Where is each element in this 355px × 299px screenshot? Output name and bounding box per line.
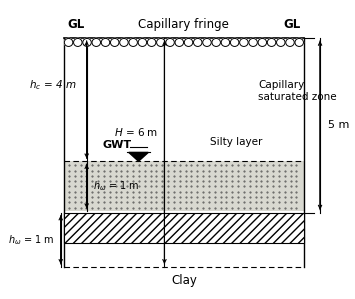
Ellipse shape xyxy=(157,39,165,46)
Text: GL: GL xyxy=(67,18,84,31)
Ellipse shape xyxy=(92,39,100,46)
Text: $\mathit{H}$ = 6 m: $\mathit{H}$ = 6 m xyxy=(114,126,158,138)
Ellipse shape xyxy=(83,39,91,46)
Text: Capillary
saturated zone: Capillary saturated zone xyxy=(258,80,337,102)
Ellipse shape xyxy=(221,39,230,46)
Ellipse shape xyxy=(267,39,276,46)
Ellipse shape xyxy=(175,39,184,46)
Ellipse shape xyxy=(258,39,267,46)
Ellipse shape xyxy=(120,39,128,46)
Text: $h_c$ = 4 m: $h_c$ = 4 m xyxy=(29,78,77,92)
Ellipse shape xyxy=(295,39,304,46)
Text: $h_{\omega}$ = 1 m: $h_{\omega}$ = 1 m xyxy=(8,233,54,247)
Ellipse shape xyxy=(212,39,220,46)
Ellipse shape xyxy=(184,39,193,46)
Polygon shape xyxy=(129,152,148,161)
Ellipse shape xyxy=(203,39,211,46)
Ellipse shape xyxy=(110,39,119,46)
Ellipse shape xyxy=(240,39,248,46)
Ellipse shape xyxy=(73,39,82,46)
Ellipse shape xyxy=(166,39,174,46)
Text: Silty layer: Silty layer xyxy=(210,137,262,147)
Ellipse shape xyxy=(129,39,137,46)
Ellipse shape xyxy=(286,39,294,46)
Bar xyxy=(64,213,304,243)
Text: 5 m: 5 m xyxy=(328,120,350,130)
Text: Clay: Clay xyxy=(171,274,197,286)
Ellipse shape xyxy=(193,39,202,46)
Text: GL: GL xyxy=(283,18,301,31)
Ellipse shape xyxy=(101,39,110,46)
Ellipse shape xyxy=(277,39,285,46)
Bar xyxy=(64,161,304,211)
Ellipse shape xyxy=(64,39,73,46)
Ellipse shape xyxy=(249,39,257,46)
Ellipse shape xyxy=(138,39,147,46)
Text: $h_{\omega}$ = 1 m: $h_{\omega}$ = 1 m xyxy=(93,179,140,193)
Ellipse shape xyxy=(230,39,239,46)
Ellipse shape xyxy=(147,39,156,46)
Text: Capillary fringe: Capillary fringe xyxy=(138,18,229,31)
Text: GWT: GWT xyxy=(103,140,132,150)
